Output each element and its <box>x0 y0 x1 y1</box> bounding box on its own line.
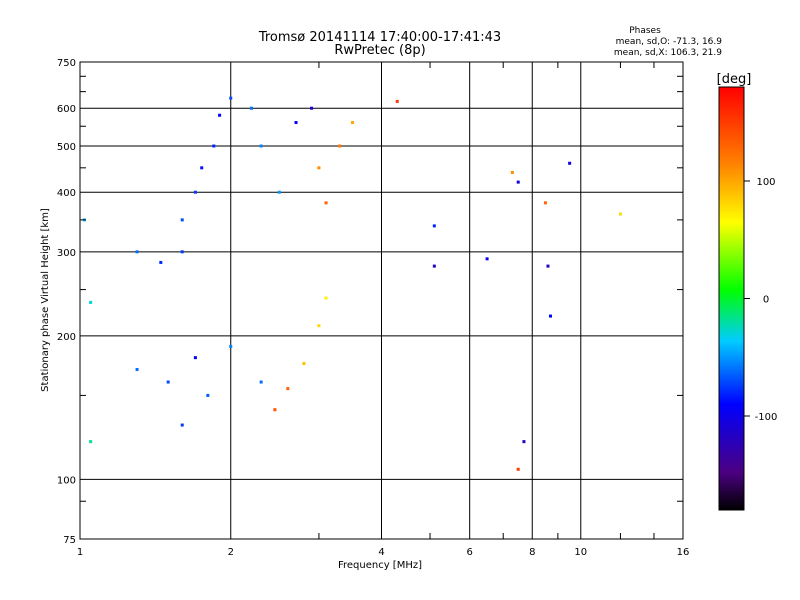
data-point <box>259 380 263 384</box>
data-point <box>249 106 253 110</box>
x-tick-label: 8 <box>529 547 535 558</box>
data-point <box>310 106 314 110</box>
data-point <box>229 344 233 348</box>
colorbar-tick-label: -100 <box>755 412 778 423</box>
chart-title: Tromsø 20141114 17:40:00-17:41:43 <box>258 30 501 45</box>
data-point <box>180 250 184 254</box>
stats-heading: Phases <box>629 26 661 36</box>
y-tick-label: 750 <box>57 58 76 69</box>
y-tick-label: 100 <box>57 475 76 486</box>
data-point <box>286 387 290 391</box>
data-point <box>206 393 210 397</box>
data-point <box>522 440 526 444</box>
scatter-points <box>82 96 622 471</box>
data-point <box>302 361 306 365</box>
data-point <box>200 166 204 170</box>
y-axis-label: Stationary phase Virtual Height [km] <box>40 208 51 392</box>
data-point <box>324 296 328 300</box>
y-tick-label: 200 <box>57 332 76 343</box>
x-axis-ticks: 1 2 4 6 8 10 16 <box>77 62 690 558</box>
y-tick-label: 400 <box>57 188 76 199</box>
data-point <box>294 121 298 125</box>
data-point <box>548 314 552 318</box>
data-point <box>510 170 514 174</box>
y-tick-label: 500 <box>57 142 76 153</box>
colorbar-tick-label: 0 <box>763 295 769 306</box>
colorbar-ticks: 100 0 -100 <box>744 177 777 423</box>
data-point <box>543 201 547 205</box>
data-point <box>317 324 321 328</box>
data-point <box>568 161 572 165</box>
stats-line-x: mean, sd,X: 106.3, 21.9 <box>614 48 722 58</box>
data-point <box>212 144 216 148</box>
data-point <box>89 440 93 444</box>
data-point <box>273 408 277 412</box>
data-point <box>546 264 550 268</box>
data-point <box>166 380 170 384</box>
colorbar-label: [deg] <box>717 72 752 87</box>
x-tick-label: 1 <box>77 547 83 558</box>
data-point <box>135 367 139 371</box>
chart-subtitle: RwPretec (8p) <box>334 43 425 58</box>
x-axis-label: Frequency [MHz] <box>338 560 422 571</box>
data-point <box>89 300 93 304</box>
data-point <box>180 218 184 222</box>
data-point <box>485 257 489 261</box>
data-point <box>259 144 263 148</box>
colorbar-tick-label: 100 <box>756 177 775 188</box>
data-point <box>432 264 436 268</box>
data-point <box>618 212 622 216</box>
y-tick-label: 300 <box>57 248 76 259</box>
data-point <box>432 224 436 228</box>
data-point <box>277 190 281 194</box>
stats-line-o: mean, sd,O: -71.3, 16.9 <box>616 37 723 47</box>
y-tick-label: 75 <box>63 535 76 546</box>
data-point <box>324 201 328 205</box>
x-tick-label: 4 <box>378 547 384 558</box>
y-axis-ticks: 75 100 200 300 400 500 600 750 <box>57 58 683 546</box>
y-tick-label: 600 <box>57 104 76 115</box>
x-tick-label: 10 <box>574 547 587 558</box>
data-point <box>516 467 520 471</box>
x-tick-label: 2 <box>228 547 234 558</box>
x-tick-label: 6 <box>466 547 472 558</box>
data-point <box>317 166 321 170</box>
data-point <box>193 356 197 360</box>
data-point <box>516 180 520 184</box>
data-point <box>180 423 184 427</box>
data-point <box>229 96 233 100</box>
data-point <box>135 250 139 254</box>
data-point <box>338 144 342 148</box>
x-tick-label: 16 <box>677 547 690 558</box>
data-point <box>350 121 354 125</box>
data-point <box>395 99 399 103</box>
grid-layer <box>80 62 683 539</box>
data-point <box>218 113 222 117</box>
colorbar <box>718 86 745 511</box>
data-point <box>159 260 163 264</box>
data-point <box>193 190 197 194</box>
